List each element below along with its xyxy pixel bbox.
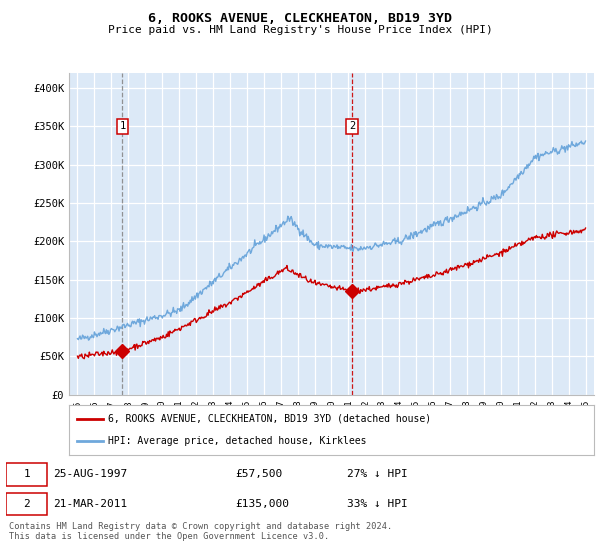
Text: 6, ROOKS AVENUE, CLECKHEATON, BD19 3YD: 6, ROOKS AVENUE, CLECKHEATON, BD19 3YD (148, 12, 452, 25)
Text: 21-MAR-2011: 21-MAR-2011 (53, 499, 127, 509)
Text: Contains HM Land Registry data © Crown copyright and database right 2024.
This d: Contains HM Land Registry data © Crown c… (9, 522, 392, 542)
Text: £57,500: £57,500 (235, 469, 283, 479)
Text: 2: 2 (23, 499, 30, 509)
Text: 27% ↓ HPI: 27% ↓ HPI (347, 469, 408, 479)
Text: Price paid vs. HM Land Registry's House Price Index (HPI): Price paid vs. HM Land Registry's House … (107, 25, 493, 35)
Text: 1: 1 (23, 469, 30, 479)
Text: £135,000: £135,000 (235, 499, 289, 509)
FancyBboxPatch shape (6, 493, 47, 515)
FancyBboxPatch shape (6, 463, 47, 486)
Text: 25-AUG-1997: 25-AUG-1997 (53, 469, 127, 479)
Text: 1: 1 (119, 122, 125, 132)
Text: 6, ROOKS AVENUE, CLECKHEATON, BD19 3YD (detached house): 6, ROOKS AVENUE, CLECKHEATON, BD19 3YD (… (109, 414, 431, 424)
Text: HPI: Average price, detached house, Kirklees: HPI: Average price, detached house, Kirk… (109, 436, 367, 446)
Text: 33% ↓ HPI: 33% ↓ HPI (347, 499, 408, 509)
Text: 2: 2 (349, 122, 355, 132)
